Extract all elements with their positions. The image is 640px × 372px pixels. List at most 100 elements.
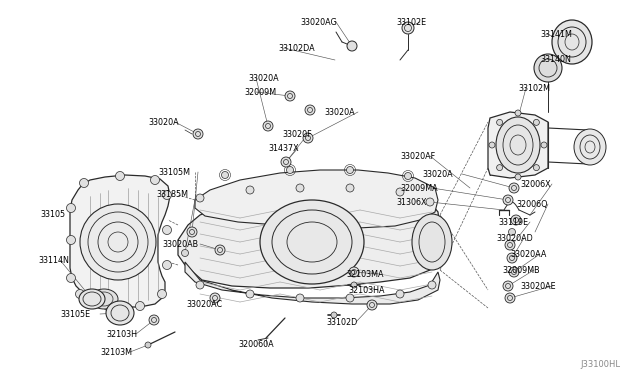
Text: J33100HL: J33100HL	[580, 360, 620, 369]
Circle shape	[349, 267, 359, 277]
Ellipse shape	[574, 129, 606, 165]
Polygon shape	[178, 192, 440, 288]
Ellipse shape	[90, 289, 118, 309]
Circle shape	[509, 183, 519, 193]
Ellipse shape	[79, 289, 105, 309]
Circle shape	[193, 129, 203, 139]
Circle shape	[285, 91, 295, 101]
Text: 32006Q: 32006Q	[516, 200, 547, 209]
Circle shape	[263, 121, 273, 131]
Circle shape	[67, 235, 76, 244]
Text: 32006X: 32006X	[520, 180, 550, 189]
Circle shape	[505, 293, 515, 303]
Circle shape	[497, 165, 502, 171]
Polygon shape	[70, 175, 170, 307]
Ellipse shape	[260, 200, 364, 284]
Circle shape	[221, 171, 228, 179]
Circle shape	[503, 281, 513, 291]
Circle shape	[404, 173, 412, 180]
Circle shape	[104, 301, 113, 311]
Circle shape	[515, 174, 521, 180]
Circle shape	[533, 165, 540, 171]
Polygon shape	[195, 170, 438, 228]
Text: 32103M: 32103M	[100, 348, 132, 357]
Ellipse shape	[80, 204, 156, 280]
Circle shape	[346, 184, 354, 192]
Text: 33020A: 33020A	[148, 118, 179, 127]
Text: 33105M: 33105M	[158, 168, 190, 177]
Circle shape	[187, 227, 197, 237]
Circle shape	[287, 167, 294, 173]
Text: 33102D: 33102D	[326, 318, 357, 327]
Text: 33119E: 33119E	[498, 218, 528, 227]
Text: 33020AF: 33020AF	[400, 152, 435, 161]
Circle shape	[396, 188, 404, 196]
Text: 33020AB: 33020AB	[162, 240, 198, 249]
Circle shape	[515, 110, 521, 116]
Circle shape	[215, 245, 225, 255]
Circle shape	[281, 157, 291, 167]
Text: 33020AA: 33020AA	[510, 250, 547, 259]
Text: 32009MB: 32009MB	[502, 266, 540, 275]
Circle shape	[157, 289, 166, 298]
Text: 32103MA: 32103MA	[346, 270, 383, 279]
Text: 33020A: 33020A	[324, 108, 355, 117]
Ellipse shape	[106, 301, 134, 325]
Circle shape	[511, 215, 521, 225]
Circle shape	[505, 240, 515, 250]
Circle shape	[396, 290, 404, 298]
Text: 33185M: 33185M	[156, 190, 188, 199]
Circle shape	[346, 167, 353, 173]
Circle shape	[296, 294, 304, 302]
Circle shape	[296, 184, 304, 192]
Circle shape	[351, 282, 357, 288]
Circle shape	[145, 342, 151, 348]
Text: 31306X: 31306X	[396, 198, 426, 207]
Text: 33114N: 33114N	[38, 256, 69, 265]
Ellipse shape	[412, 214, 452, 270]
Circle shape	[149, 315, 159, 325]
Text: 33020A: 33020A	[248, 74, 278, 83]
Circle shape	[210, 293, 220, 303]
Circle shape	[507, 253, 517, 263]
Circle shape	[163, 225, 172, 234]
Circle shape	[533, 119, 540, 125]
Circle shape	[503, 195, 513, 205]
Text: 32103H: 32103H	[106, 330, 137, 339]
Text: 33102E: 33102E	[396, 18, 426, 27]
Circle shape	[67, 203, 76, 212]
Circle shape	[246, 186, 254, 194]
Text: 33020AE: 33020AE	[520, 282, 556, 291]
Circle shape	[150, 176, 159, 185]
Circle shape	[428, 281, 436, 289]
Circle shape	[115, 171, 125, 180]
Text: 31437X: 31437X	[268, 144, 299, 153]
Text: 33105: 33105	[40, 210, 65, 219]
Circle shape	[509, 267, 519, 277]
Text: 33020AD: 33020AD	[496, 234, 532, 243]
Ellipse shape	[534, 54, 562, 82]
Text: 33020F: 33020F	[282, 130, 312, 139]
Circle shape	[79, 179, 88, 187]
Polygon shape	[488, 112, 548, 178]
Circle shape	[246, 290, 254, 298]
Circle shape	[305, 105, 315, 115]
Circle shape	[136, 301, 145, 311]
Circle shape	[331, 312, 337, 318]
Text: 33140N: 33140N	[540, 55, 571, 64]
Circle shape	[347, 41, 357, 51]
Text: 32103HA: 32103HA	[348, 286, 385, 295]
Circle shape	[541, 142, 547, 148]
Circle shape	[182, 250, 189, 257]
Circle shape	[402, 22, 414, 34]
Circle shape	[489, 142, 495, 148]
Polygon shape	[185, 262, 440, 304]
Circle shape	[367, 300, 377, 310]
Circle shape	[303, 133, 313, 143]
Ellipse shape	[496, 117, 540, 173]
Circle shape	[196, 194, 204, 202]
Text: 32009M: 32009M	[244, 88, 276, 97]
Text: 320060A: 320060A	[238, 340, 274, 349]
Ellipse shape	[552, 20, 592, 64]
Circle shape	[196, 281, 204, 289]
